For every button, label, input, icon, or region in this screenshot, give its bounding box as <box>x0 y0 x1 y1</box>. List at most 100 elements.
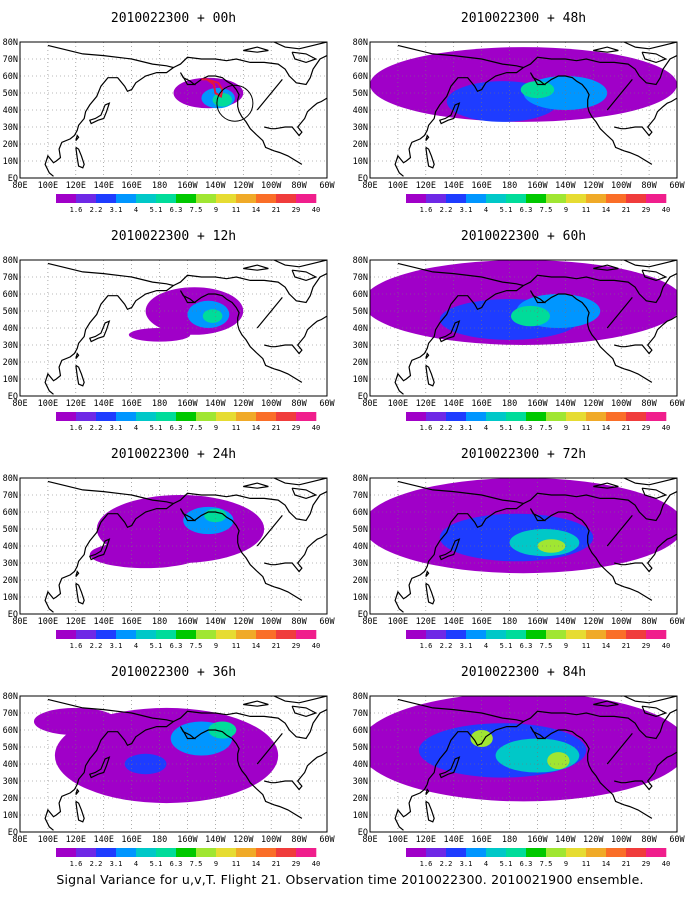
x-tick-label: 80E <box>362 835 377 845</box>
colorbar-swatch <box>446 412 467 421</box>
colorbar-swatch <box>96 412 117 421</box>
coastline <box>243 264 269 271</box>
coastline <box>173 491 327 522</box>
coastline <box>394 698 525 831</box>
colorbar-label: 6.3 <box>520 424 533 432</box>
coastline <box>75 788 80 795</box>
colorbar-swatch <box>426 194 447 203</box>
colorbar-label: 14 <box>602 642 610 650</box>
coastline <box>614 315 677 355</box>
colorbar-label: 3.1 <box>110 860 123 868</box>
colorbar-swatch <box>136 848 157 857</box>
colorbar-label: 7.5 <box>540 424 553 432</box>
x-tick-label: 60W <box>319 181 335 191</box>
colorbar-label: 29 <box>292 642 300 650</box>
y-tick-label: 50N <box>3 89 18 99</box>
x-tick-label: 180 <box>502 835 517 845</box>
y-tick-label: 10N <box>353 157 368 167</box>
coastline <box>243 482 269 489</box>
colorbar-label: 3.1 <box>460 424 473 432</box>
y-tick-label: 80N <box>353 38 368 48</box>
x-tick-label: 140E <box>93 399 113 409</box>
colorbar-label: 40 <box>312 206 320 214</box>
colorbar-label: 7.5 <box>190 642 203 650</box>
x-tick-label: 120E <box>66 399 86 409</box>
y-tick-label: 50N <box>353 307 368 317</box>
colorbar-swatch <box>526 630 547 639</box>
panel-title: 2010022300 + 72h <box>461 447 586 462</box>
coastline <box>194 75 303 165</box>
coastline <box>425 364 435 387</box>
colorbar-swatch <box>256 412 277 421</box>
colorbar-label: 6.3 <box>170 860 183 868</box>
colorbar-label: 7.5 <box>540 206 553 214</box>
colorbar-swatch <box>116 194 137 203</box>
colorbar-label: 11 <box>232 642 240 650</box>
variance-contour-level-6.3 <box>208 721 237 739</box>
colorbar-label: 9 <box>214 642 218 650</box>
colorbar-label: 21 <box>622 424 630 432</box>
y-tick-label: 20N <box>3 794 18 804</box>
x-tick-label: 160E <box>121 835 141 845</box>
y-tick-label: 10N <box>3 811 18 821</box>
colorbar-swatch <box>646 848 667 857</box>
coastline <box>425 352 430 359</box>
x-tick-label: 120E <box>66 181 86 191</box>
x-tick-label: 100E <box>38 181 58 191</box>
coastline <box>614 751 677 791</box>
colorbar-label: 1.6 <box>420 206 433 214</box>
colorbar-swatch <box>256 630 277 639</box>
y-tick-label: 20N <box>353 358 368 368</box>
colorbar-label: 29 <box>642 424 650 432</box>
x-tick-label: 140W <box>555 835 576 845</box>
y-tick-label: 20N <box>353 140 368 150</box>
colorbar-label: 6.3 <box>170 206 183 214</box>
panel-title: 2010022300 + 36h <box>111 665 236 680</box>
coastline <box>544 729 653 819</box>
x-tick-label: 80W <box>641 835 657 845</box>
y-tick-label: 60N <box>353 290 368 300</box>
colorbar-label: 3.1 <box>460 206 473 214</box>
colorbar-label: 1.6 <box>70 860 83 868</box>
colorbar-label: 7.5 <box>540 642 553 650</box>
colorbar-label: 11 <box>582 206 590 214</box>
y-tick-label: 60N <box>3 508 18 518</box>
y-tick-label: EQ <box>358 392 368 402</box>
y-tick-label: 70N <box>353 491 368 501</box>
colorbar-label: 21 <box>272 642 280 650</box>
colorbar-label: 5.1 <box>500 206 513 214</box>
colorbar-swatch <box>236 194 257 203</box>
x-tick-label: 180 <box>152 399 167 409</box>
colorbar-label: 1.6 <box>420 424 433 432</box>
coastline <box>425 800 435 823</box>
x-tick-label: 160E <box>471 399 491 409</box>
coastline <box>264 97 327 137</box>
coastline <box>173 273 327 304</box>
coastline <box>88 756 111 779</box>
coastline <box>273 42 327 50</box>
colorbar-label: 5.1 <box>150 642 163 650</box>
colorbar-label: 9 <box>564 424 568 432</box>
colorbar-label: 6.3 <box>520 642 533 650</box>
colorbar-label: 2.2 <box>90 206 103 214</box>
x-tick-label: 80E <box>362 181 377 191</box>
coastline <box>44 698 175 831</box>
panel-frame <box>369 41 678 179</box>
y-tick-label: 60N <box>353 508 368 518</box>
colorbar-swatch <box>196 412 217 421</box>
x-tick-label: 80W <box>291 399 307 409</box>
colorbar-label: 7.5 <box>540 860 553 868</box>
colorbar-swatch <box>546 194 567 203</box>
colorbar-swatch <box>96 848 117 857</box>
coastline <box>438 538 461 561</box>
coastline <box>394 480 525 613</box>
x-tick-label: 80W <box>641 617 657 627</box>
coastline <box>75 146 85 169</box>
y-tick-label: 80N <box>353 692 368 702</box>
colorbar-swatch <box>506 194 527 203</box>
coastline <box>593 482 619 489</box>
y-tick-label: 20N <box>3 140 18 150</box>
y-tick-label: 60N <box>353 72 368 82</box>
y-tick-label: EQ <box>358 174 368 184</box>
x-tick-label: 120E <box>416 617 436 627</box>
